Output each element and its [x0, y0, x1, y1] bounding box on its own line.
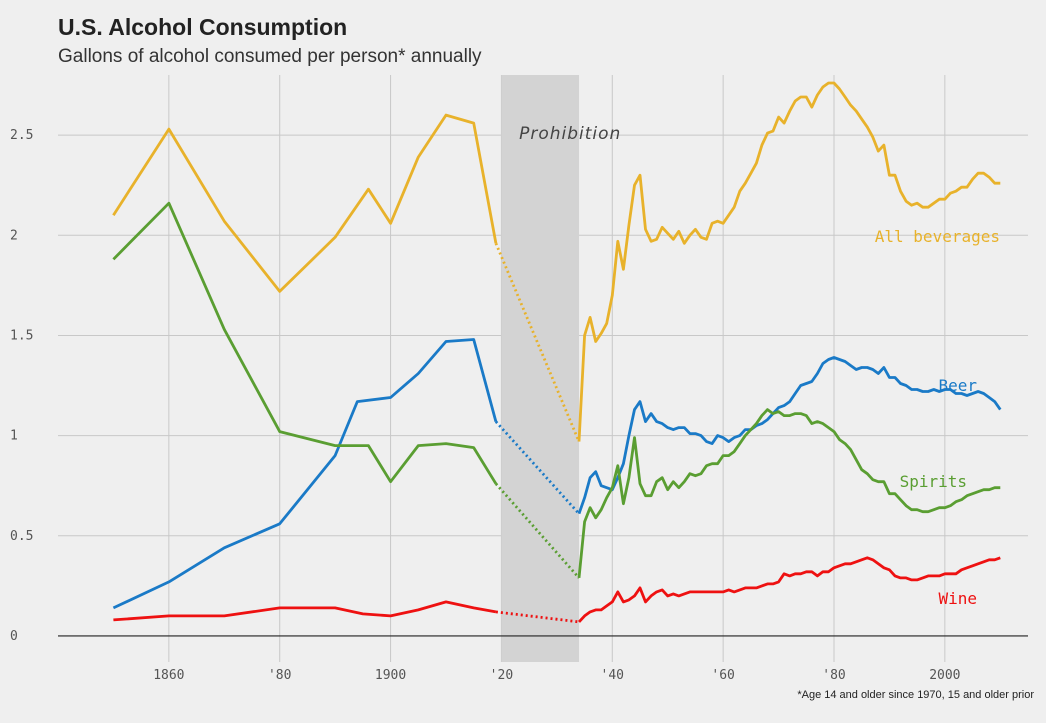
series-line-all-beverages-post [577, 81, 1001, 442]
series-line-spirits-post [577, 408, 1001, 579]
series-line-spirits-gap [494, 482, 581, 579]
axes: 0 0.5 1 1.5 2 2.5 1860 '80 1900 '20 '40 '60 '80 2000 [10, 128, 1028, 683]
y-tick-label: 0.5 [10, 529, 33, 544]
prohibition-region: Prohibition [501, 75, 621, 662]
series-labels: All beverages Beer Spirits Wine [875, 227, 1000, 608]
x-tick-label: 1900 [375, 668, 406, 683]
series-line-beer-post [577, 356, 1002, 515]
x-tick-label: '80 [268, 668, 291, 683]
series-line-all-beverages-gap [494, 242, 581, 443]
series-label-all-beverages: All beverages [875, 227, 1000, 246]
series-line-wine-gap [495, 610, 580, 624]
series-label-beer: Beer [938, 376, 977, 395]
y-tick-label: 0 [10, 629, 18, 644]
y-tick-label: 1.5 [10, 328, 33, 343]
x-tick-label: '60 [711, 668, 734, 683]
y-tick-label: 2 [10, 228, 18, 243]
series-lines [112, 81, 1002, 624]
series-line-all-beverages-pre [112, 113, 498, 293]
footnote: *Age 14 and older since 1970, 15 and old… [797, 689, 1034, 701]
x-tick-label: '20 [490, 668, 513, 683]
series-line-wine-pre [113, 600, 497, 622]
x-tick-label: '80 [822, 668, 845, 683]
y-tick-label: 1 [10, 429, 18, 444]
prohibition-label: Prohibition [519, 124, 621, 144]
prohibition-shade [501, 75, 580, 662]
x-tick-label: 1860 [153, 668, 184, 683]
x-tick-label: 2000 [929, 668, 960, 683]
series-label-spirits: Spirits [900, 472, 967, 491]
series-label-wine: Wine [938, 589, 977, 608]
series-line-wine-post [577, 556, 1001, 623]
y-tick-label: 2.5 [10, 128, 33, 143]
series-line-spirits-pre [112, 201, 498, 485]
x-tick-label: '40 [601, 668, 624, 683]
series-line-beer-gap [494, 420, 581, 515]
chart-subtitle: Gallons of alcohol consumed per person* … [58, 46, 482, 67]
chart-title: U.S. Alcohol Consumption [58, 14, 348, 40]
series-line-beer-pre [112, 338, 498, 610]
